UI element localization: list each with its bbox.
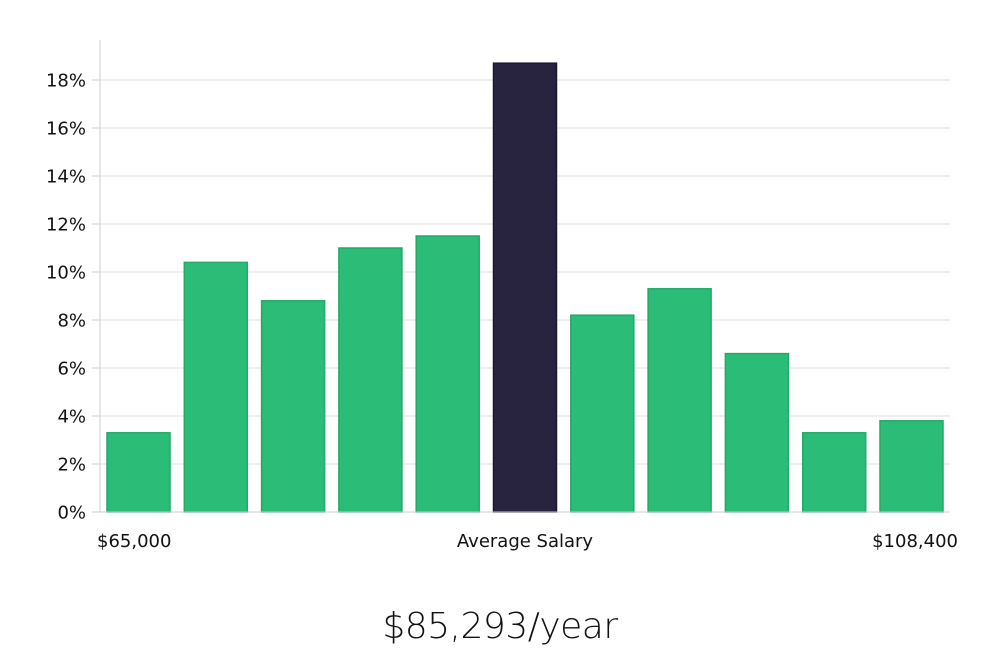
y-tick-label: 0% bbox=[57, 503, 86, 524]
average-salary-value: $85,293/year bbox=[382, 606, 618, 647]
x-axis-labels: $65,000 Average Salary $108,400 bbox=[97, 531, 958, 552]
y-tick-label: 14% bbox=[46, 167, 86, 188]
y-tick-label: 4% bbox=[57, 407, 86, 428]
y-tick-label: 10% bbox=[46, 263, 86, 284]
y-tick-label: 12% bbox=[46, 215, 86, 236]
bar bbox=[260, 300, 326, 513]
x-label-max-salary: $108,400 bbox=[872, 531, 958, 552]
y-tick-label: 6% bbox=[57, 359, 86, 380]
bar bbox=[801, 432, 867, 513]
bar bbox=[183, 261, 249, 513]
bars bbox=[106, 62, 944, 513]
x-label-average-salary: Average Salary bbox=[457, 531, 594, 552]
bar-average-salary bbox=[492, 62, 558, 513]
y-axis-ticks: 0% 2% 4% 6% 8% 10% 12% 14% 16% 18% bbox=[46, 71, 100, 524]
y-tick-label: 16% bbox=[46, 119, 86, 140]
y-tick-label: 8% bbox=[57, 311, 86, 332]
y-tick-label: 18% bbox=[46, 71, 86, 92]
bar bbox=[415, 235, 480, 513]
bar bbox=[338, 247, 403, 513]
bar bbox=[879, 420, 944, 513]
salary-distribution-chart: 0% 2% 4% 6% 8% 10% 12% 14% 16% 18% $65,000 Averag… bbox=[46, 40, 958, 552]
bar bbox=[106, 432, 171, 513]
bar bbox=[570, 314, 635, 513]
x-label-min-salary: $65,000 bbox=[97, 531, 171, 552]
y-tick-label: 2% bbox=[57, 455, 86, 476]
bar bbox=[647, 288, 712, 513]
bar bbox=[724, 352, 790, 513]
